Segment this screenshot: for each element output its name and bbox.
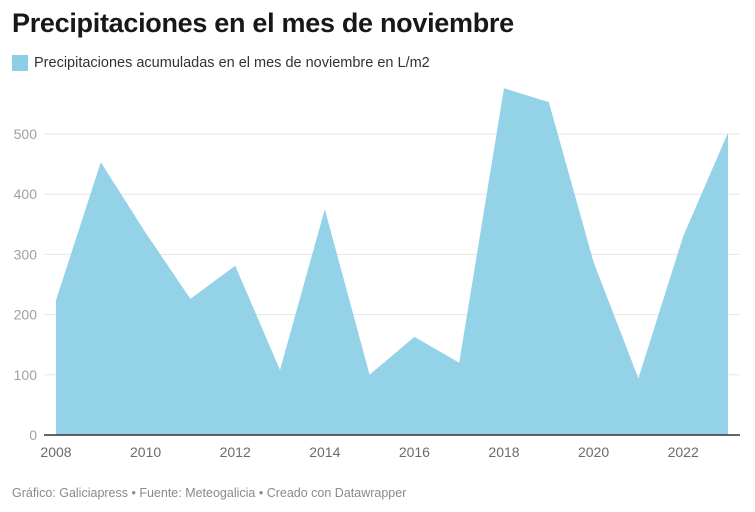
legend: Precipitaciones acumuladas en el mes de … — [12, 55, 430, 71]
x-tick-label: 2020 — [578, 444, 609, 460]
x-tick-label: 2018 — [488, 444, 519, 460]
y-tick-label: 500 — [14, 126, 38, 142]
legend-swatch — [12, 55, 28, 71]
chart-credits: Gráfico: Galiciapress • Fuente: Meteogal… — [12, 486, 407, 500]
y-tick-label: 300 — [14, 246, 38, 262]
y-tick-label: 400 — [14, 186, 38, 202]
x-tick-label: 2012 — [220, 444, 251, 460]
y-axis-ticks: 0 100 200 300 400 500 — [14, 126, 38, 443]
precipitation-area — [56, 88, 728, 435]
y-tick-label: 100 — [14, 367, 38, 383]
y-tick-label: 200 — [14, 307, 38, 323]
x-axis-ticks: 2008 2010 2012 2014 2016 2018 2020 2022 — [40, 444, 699, 460]
x-tick-label: 2010 — [130, 444, 161, 460]
y-tick-label: 0 — [29, 427, 37, 443]
legend-label: Precipitaciones acumuladas en el mes de … — [34, 55, 430, 71]
x-tick-label: 2022 — [668, 444, 699, 460]
x-tick-label: 2016 — [399, 444, 430, 460]
chart-title: Precipitaciones en el mes de noviembre — [12, 8, 514, 38]
x-tick-label: 2008 — [40, 444, 71, 460]
x-tick-label: 2014 — [309, 444, 340, 460]
